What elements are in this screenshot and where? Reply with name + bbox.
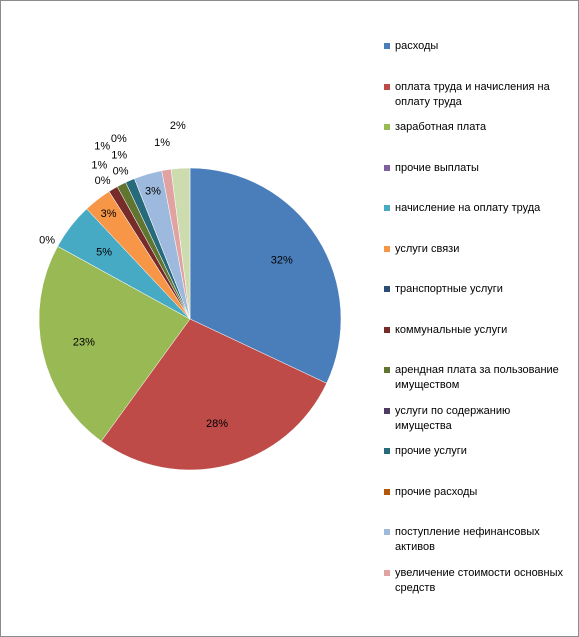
legend-item: коммунальные услуги	[381, 323, 566, 338]
legend-swatch	[384, 43, 390, 49]
legend-label: услуги связи	[395, 242, 460, 255]
legend-label: поступление нефинансовых активов	[395, 526, 540, 553]
legend-swatch	[384, 164, 390, 171]
legend-label: начисление на оплату труда	[395, 202, 541, 214]
legend-label: заработная плата	[395, 121, 487, 133]
data-label: 1%	[94, 141, 110, 153]
legend-label: прочие расходы	[395, 485, 478, 498]
data-label: 0%	[111, 133, 127, 145]
data-label: 0%	[39, 234, 55, 246]
legend-item: начисление на оплату труда	[381, 201, 566, 216]
data-label: 2%	[170, 120, 186, 132]
legend-label: транспортные услуги	[395, 283, 503, 295]
legend-label: прочие выплаты	[395, 161, 479, 174]
legend-item: оплата труда и начисления на оплату труд…	[381, 80, 566, 110]
legend-swatch	[384, 448, 390, 454]
legend-label: коммунальные услуги	[395, 323, 508, 336]
legend-item: прочие выплаты	[381, 161, 566, 176]
legend-swatch	[384, 569, 390, 576]
legend-swatch	[384, 205, 390, 211]
legend-swatch	[384, 529, 390, 535]
legend-item: прочие расходы	[381, 485, 566, 500]
data-label: 0%	[113, 165, 129, 177]
data-label: 1%	[91, 160, 107, 172]
data-label: 5%	[96, 246, 112, 258]
pie-slice	[38, 245, 191, 442]
pie-slice	[100, 318, 327, 471]
legend-swatch	[384, 367, 390, 373]
legend-label: расходы	[395, 40, 439, 52]
legend-item: увеличение стоимости основных средств	[381, 566, 566, 596]
data-label: 1%	[111, 149, 127, 161]
legend-item: услуги связи	[381, 242, 566, 257]
legend-item: поступление нефинансовых активов	[381, 525, 566, 555]
data-label: 0%	[95, 175, 111, 187]
legend-swatch	[384, 407, 390, 414]
legend-label: увеличение стоимости основных средств	[395, 566, 564, 594]
data-label: 23%	[73, 337, 95, 349]
data-label: 3%	[145, 185, 161, 197]
data-label: 3%	[101, 208, 117, 220]
pie-slice	[189, 167, 342, 384]
pie-slice	[170, 167, 191, 320]
legend-swatch	[384, 286, 390, 292]
legend-item: расходы	[381, 39, 566, 54]
legend-item: арендная плата за пользование имуществом	[381, 363, 566, 393]
data-label: 1%	[154, 137, 170, 149]
legend-item: транспортные услуги	[381, 282, 566, 297]
legend-swatch	[384, 124, 390, 130]
legend-item: прочие услуги	[381, 444, 566, 459]
legend-swatch	[384, 326, 390, 333]
legend-label: услуги по содержанию имущества	[395, 404, 511, 432]
data-label: 28%	[206, 418, 228, 430]
legend-label: прочие услуги	[395, 445, 467, 457]
legend-swatch	[384, 488, 390, 495]
legend-item: услуги по содержанию имущества	[381, 404, 566, 434]
legend-swatch	[384, 83, 390, 90]
legend-item: заработная плата	[381, 120, 566, 135]
legend-label: арендная плата за пользование имуществом	[395, 364, 559, 391]
data-label: 32%	[271, 255, 293, 267]
legend-label: оплата труда и начисления на оплату труд…	[395, 80, 550, 108]
legend-swatch	[384, 245, 390, 252]
